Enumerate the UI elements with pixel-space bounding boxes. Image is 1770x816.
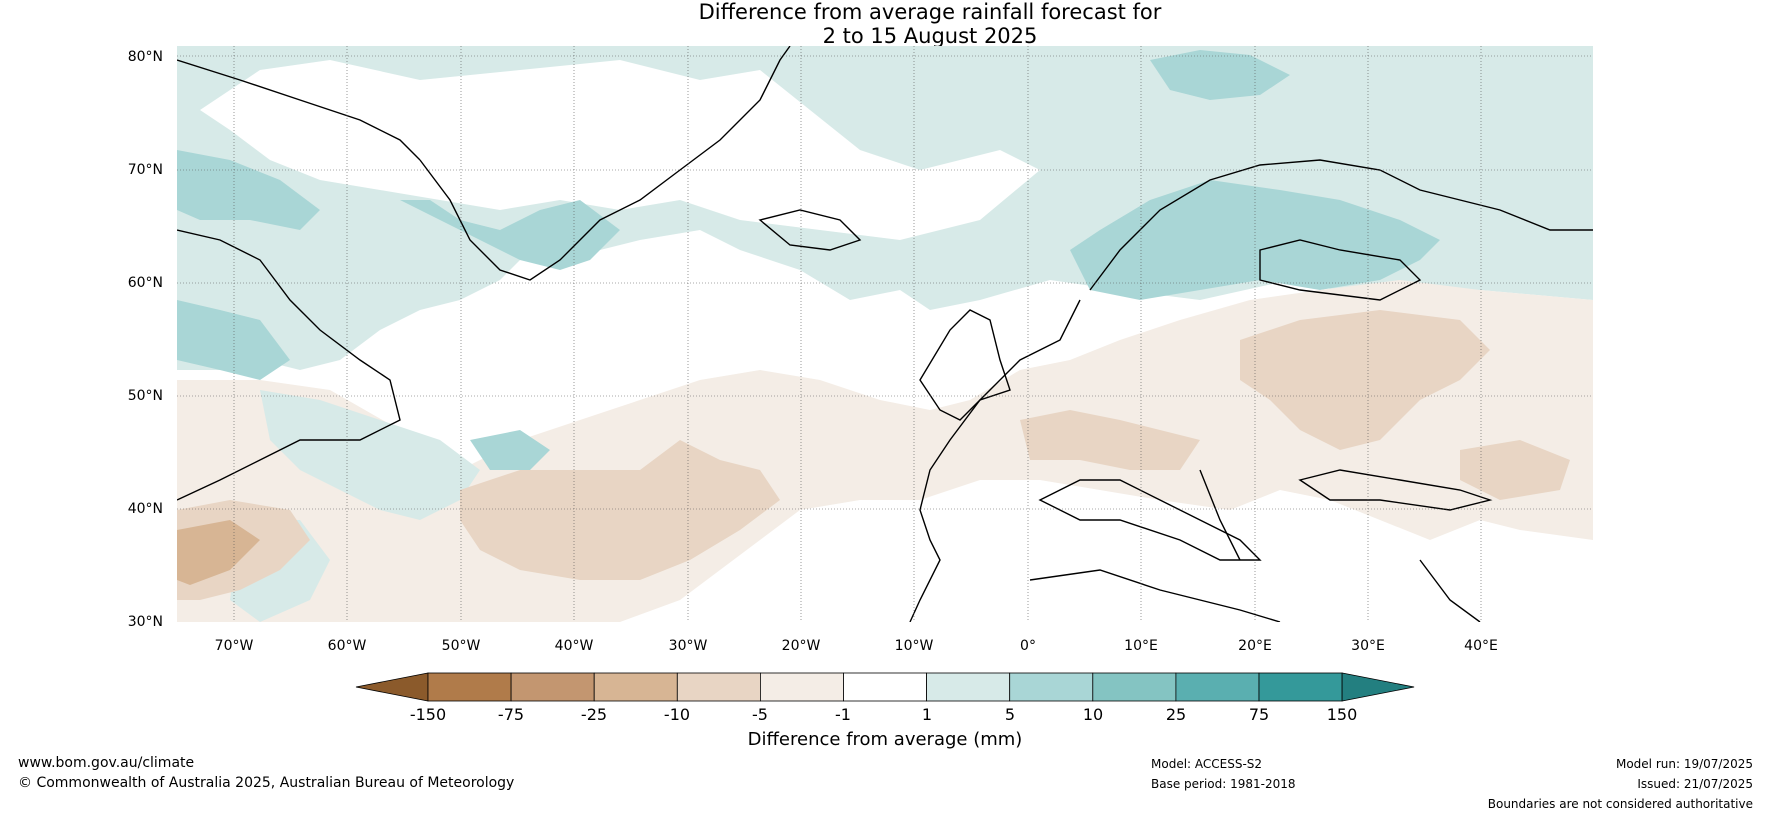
rain-anomaly-labrador-wet — [177, 300, 290, 380]
rain-anomaly-central-atlantic-white — [460, 330, 660, 400]
lon-label-30e: 30°E — [1351, 638, 1385, 654]
rain-anomaly-svalbard-wet — [1150, 50, 1290, 100]
map-area — [177, 46, 1593, 622]
footer-model: Model: ACCESS-S2 — [1151, 757, 1263, 771]
lon-label-10w: 10°W — [894, 638, 934, 654]
lat-label-60n: 60°N — [127, 275, 163, 291]
lon-label-30w: 30°W — [668, 638, 708, 654]
colorbar-segment — [1175, 672, 1260, 702]
lon-label-50w: 50°W — [441, 638, 481, 654]
lat-label-40n: 40°N — [127, 501, 163, 517]
rain-anomaly-mid-atlantic-dry — [460, 440, 780, 580]
colorbar-tick: -25 — [580, 705, 608, 724]
rain-anomaly-nw-atlantic-wet — [260, 390, 480, 520]
footer-disclaimer: Boundaries are not considered authoritat… — [1487, 797, 1753, 811]
footer-base-period: Base period: 1981-2018 — [1151, 777, 1296, 791]
rain-anomaly-us-southeast-dry-core — [177, 520, 260, 585]
colorbar-segment — [427, 672, 512, 702]
colorbar-segment — [843, 672, 927, 702]
colorbar-label: Difference from average (mm) — [747, 729, 1023, 750]
lat-label-30n: 30°N — [127, 614, 163, 630]
colorbar-tick: 10 — [1082, 705, 1104, 724]
title-line-2: 2 to 15 August 2025 — [822, 24, 1038, 48]
colorbar — [355, 672, 1415, 702]
colorbar-segment — [676, 672, 761, 702]
lon-label-70w: 70°W — [214, 638, 254, 654]
lon-label-40w: 40°W — [554, 638, 594, 654]
rain-anomaly-scandinavia-wet — [1070, 180, 1440, 300]
colorbar-tick: 150 — [1326, 705, 1358, 724]
lat-label-70n: 70°N — [127, 162, 163, 178]
coastlines — [177, 46, 1593, 622]
colorbar-tick: -75 — [497, 705, 525, 724]
lon-label-20w: 20°W — [781, 638, 821, 654]
colorbar-extend-low — [355, 672, 429, 702]
rain-anomaly-nw-atlantic-wet-core — [470, 430, 550, 470]
footer-model-run: Model run: 19/07/2025 — [1615, 757, 1753, 771]
footer-copyright: © Commonwealth of Australia 2025, Austra… — [18, 775, 515, 791]
rain-anomaly-east-europe-dry — [1240, 310, 1490, 450]
colorbar-extend-high — [1341, 672, 1415, 702]
colorbar-segment — [1092, 672, 1177, 702]
rain-anomaly-greenland-wet — [400, 200, 620, 270]
colorbar-segment — [760, 672, 844, 702]
lon-label-10e: 10°E — [1124, 638, 1158, 654]
lon-label-40e: 40°E — [1464, 638, 1498, 654]
colorbar-segment — [926, 672, 1011, 702]
title-line-1: Difference from average rainfall forecas… — [698, 0, 1162, 24]
colorbar-segment — [510, 672, 595, 702]
colorbar-tick: -10 — [663, 705, 691, 724]
footer-issued: Issued: 21/07/2025 — [1637, 777, 1753, 791]
colorbar-tick: 25 — [1165, 705, 1187, 724]
colorbar-tick: -1 — [835, 705, 851, 724]
colorbar-segment — [1009, 672, 1094, 702]
lon-label-0: 0° — [1020, 638, 1036, 654]
colorbar-segment — [593, 672, 678, 702]
graticule — [177, 46, 1593, 622]
colorbar-segment — [1258, 672, 1343, 702]
rain-anomaly-caucasus-dry — [1460, 440, 1570, 500]
lon-label-60w: 60°W — [327, 638, 367, 654]
colorbar-tick: 75 — [1248, 705, 1270, 724]
lat-label-50n: 50°N — [127, 388, 163, 404]
colorbar-tick: 5 — [1004, 705, 1016, 724]
rain-anomaly-baffin-wet — [177, 150, 320, 230]
lat-label-80n: 80°N — [127, 49, 163, 65]
colorbar-tick: -5 — [752, 705, 768, 724]
map-title: Difference from average rainfall forecas… — [0, 0, 1770, 48]
rain-anomaly-white-gap — [200, 60, 1040, 240]
footer-website: www.bom.gov.au/climate — [18, 755, 195, 771]
colorbar-tick: 1 — [921, 705, 933, 724]
colorbar-tick: -150 — [409, 705, 447, 724]
rain-anomaly-alps-dry — [1020, 410, 1200, 470]
lon-label-20e: 20°E — [1238, 638, 1272, 654]
